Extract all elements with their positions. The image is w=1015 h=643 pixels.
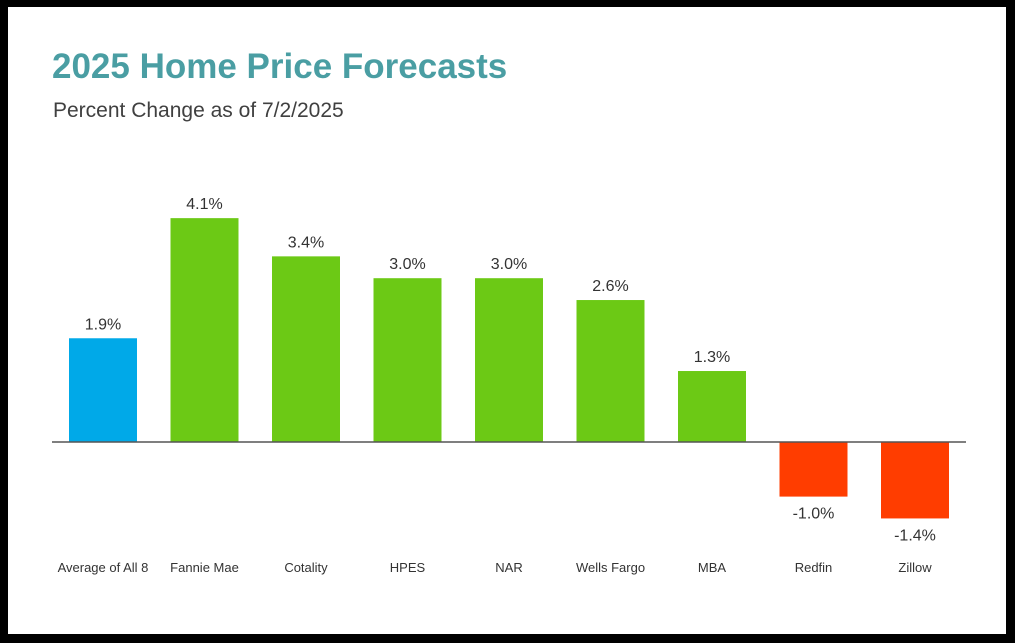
bar-nar [475, 278, 543, 442]
x-tick-label: HPES [390, 560, 426, 575]
bar-chart: 1.9% Average of All 8 4.1% Fannie Mae 3.4% Co… [52, 196, 966, 575]
data-label: 3.0% [389, 256, 425, 273]
data-label: 3.4% [288, 234, 324, 251]
chart-title: 2025 Home Price Forecasts [52, 47, 508, 86]
x-tick-label: MBA [698, 560, 727, 575]
bar-average-of-all-8 [69, 338, 137, 442]
chart-subtitle: Percent Change as of 7/2/2025 [53, 99, 344, 122]
data-label: -1.0% [793, 506, 835, 523]
chart-frame: 2025 Home Price Forecasts Percent Change… [8, 7, 1006, 634]
bar-zillow [881, 442, 949, 519]
x-tick-label: Cotality [284, 560, 328, 575]
bar-mba [678, 371, 746, 442]
x-tick-label: Average of All 8 [58, 560, 149, 575]
bar-fannie-mae [170, 218, 239, 442]
bar-redfin [779, 442, 848, 497]
x-tick-label: Fannie Mae [170, 560, 239, 575]
bar-wells-fargo [576, 300, 645, 442]
data-label: 1.3% [694, 349, 730, 366]
x-tick-label: Zillow [898, 560, 932, 575]
data-label: 1.9% [85, 316, 121, 333]
data-label: -1.4% [894, 527, 936, 544]
x-tick-label: Wells Fargo [576, 560, 645, 575]
bar-hpes [373, 278, 442, 442]
x-tick-label: NAR [495, 560, 522, 575]
x-tick-label: Redfin [795, 560, 833, 575]
data-label: 4.1% [186, 196, 222, 213]
bar-cotality [272, 256, 340, 442]
data-label: 3.0% [491, 256, 527, 273]
data-label: 2.6% [592, 278, 628, 295]
